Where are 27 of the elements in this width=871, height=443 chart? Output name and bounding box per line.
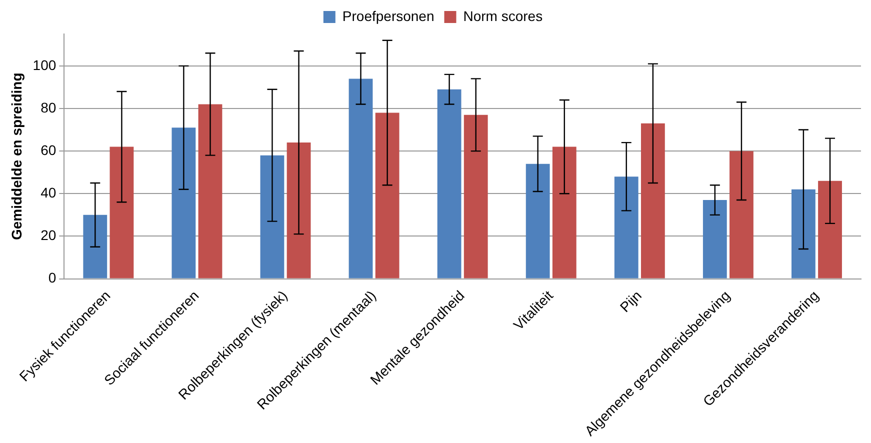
bar [730, 151, 754, 278]
legend-label: Norm scores [463, 8, 543, 24]
y-tick-label: 20 [40, 227, 56, 244]
legend-label: Proefpersonen [342, 8, 434, 24]
bar [702, 200, 727, 278]
bar [172, 128, 196, 278]
bar [526, 164, 550, 278]
bar [260, 155, 284, 278]
bar [348, 78, 373, 278]
bar [375, 112, 400, 278]
bar [792, 189, 816, 278]
y-tick-label: 0 [48, 270, 56, 286]
y-tick-label: 40 [40, 184, 56, 200]
bar [614, 176, 638, 278]
bar [286, 142, 311, 278]
bar [198, 104, 222, 278]
bar [110, 146, 134, 278]
bar [818, 180, 842, 278]
bar [464, 114, 488, 278]
bar [640, 123, 665, 278]
bar [437, 89, 462, 278]
y-tick-label: 100 [32, 56, 56, 73]
bar [83, 214, 108, 278]
y-axis-title: Gemiddelde en spreiding [8, 72, 24, 240]
bar [552, 146, 576, 278]
y-tick-label: 80 [40, 99, 56, 116]
y-tick-label: 60 [40, 142, 56, 158]
